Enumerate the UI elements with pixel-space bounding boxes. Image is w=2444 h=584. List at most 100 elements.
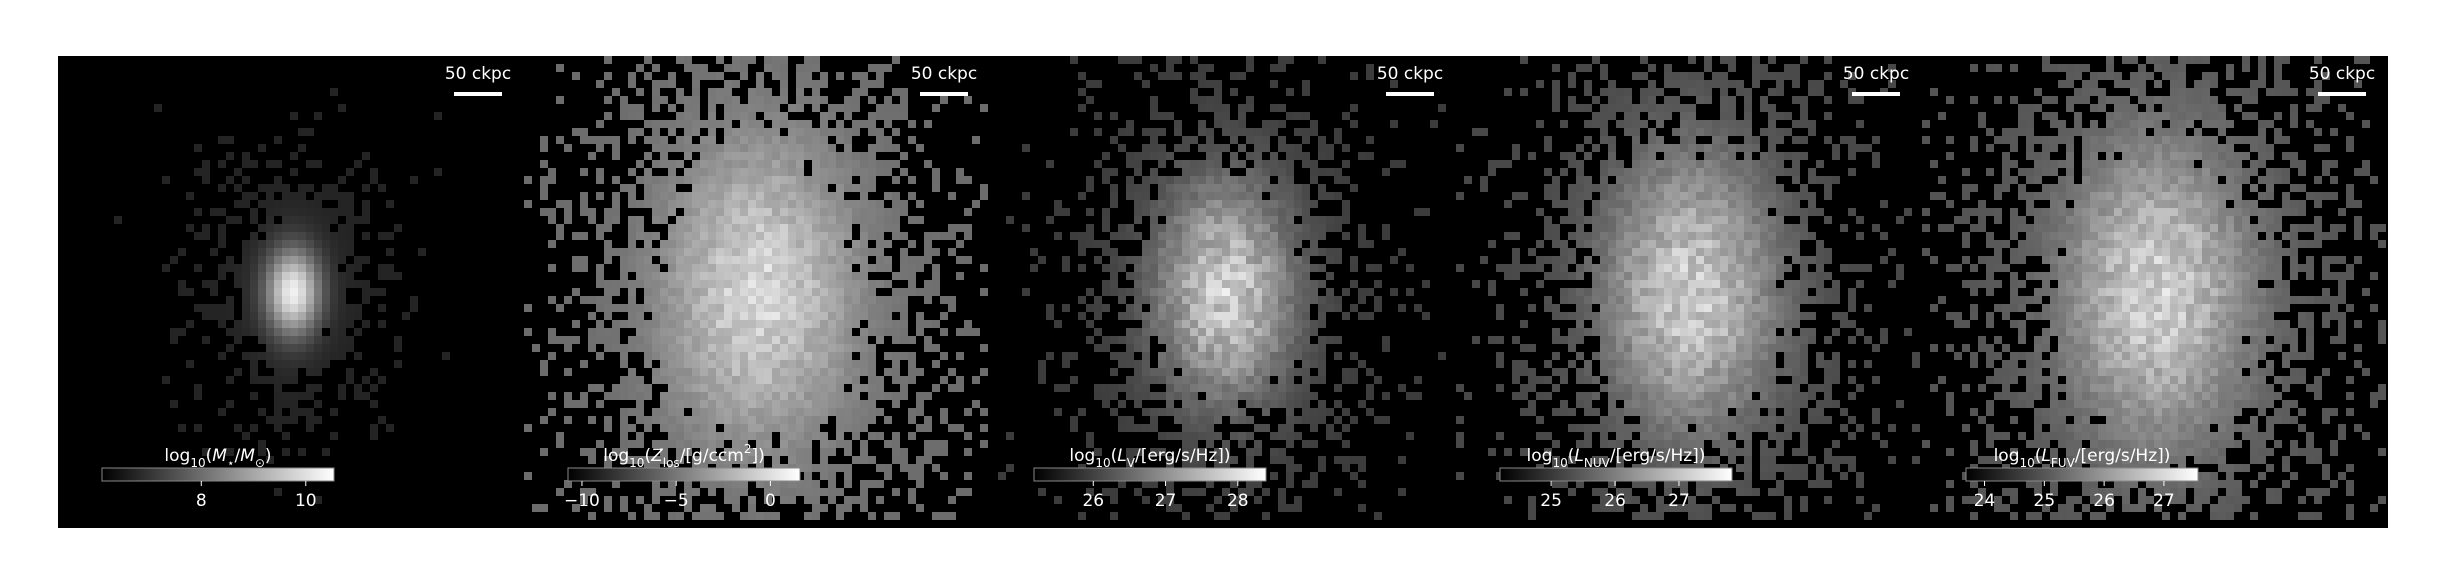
pixel xyxy=(796,392,804,400)
pixel xyxy=(1568,216,1576,224)
pixel xyxy=(1102,344,1110,352)
pixel xyxy=(170,328,178,336)
pixel xyxy=(916,464,924,472)
pixel xyxy=(1728,216,1736,224)
pixel xyxy=(1720,448,1728,456)
pixel xyxy=(876,248,884,256)
pixel xyxy=(1206,352,1214,360)
pixel xyxy=(1736,144,1744,152)
pixel xyxy=(1640,208,1648,216)
pixel xyxy=(1712,416,1720,424)
pixel xyxy=(1728,360,1736,368)
pixel xyxy=(1286,192,1294,200)
pixel xyxy=(1262,296,1270,304)
pixel xyxy=(1560,240,1568,248)
pixel xyxy=(1712,408,1720,416)
pixel xyxy=(980,368,988,376)
pixel xyxy=(410,176,418,184)
pixel xyxy=(290,304,298,312)
pixel xyxy=(1166,232,1174,240)
pixel xyxy=(852,424,860,432)
pixel xyxy=(1472,336,1480,344)
pixel xyxy=(604,456,612,464)
pixel xyxy=(1512,256,1520,264)
pixel xyxy=(1672,408,1680,416)
pixel xyxy=(1094,304,1102,312)
pixel xyxy=(740,248,748,256)
pixel xyxy=(1126,392,1134,400)
pixel xyxy=(892,448,900,456)
pixel xyxy=(692,312,700,320)
pixel xyxy=(652,184,660,192)
pixel xyxy=(1744,120,1752,128)
pixel xyxy=(1568,360,1576,368)
pixel xyxy=(1672,104,1680,112)
pixel xyxy=(740,176,748,184)
pixel xyxy=(692,328,700,336)
pixel xyxy=(588,328,596,336)
pixel xyxy=(1600,384,1608,392)
pixel xyxy=(1456,144,1464,152)
pixel xyxy=(700,504,708,512)
pixel xyxy=(876,480,884,488)
pixel xyxy=(1680,304,1688,312)
pixel xyxy=(1246,456,1254,464)
pixel xyxy=(740,408,748,416)
pixel xyxy=(1664,64,1672,72)
pixel xyxy=(1270,344,1278,352)
pixel xyxy=(1182,456,1190,464)
pixel xyxy=(1512,232,1520,240)
pixel xyxy=(1254,240,1262,248)
pixel xyxy=(724,368,732,376)
pixel xyxy=(1294,432,1302,440)
pixel xyxy=(274,176,282,184)
pixel xyxy=(1270,128,1278,136)
pixel xyxy=(282,448,290,456)
pixel xyxy=(644,352,652,360)
pixel xyxy=(1238,232,1246,240)
pixel xyxy=(932,264,940,272)
pixel xyxy=(1294,400,1302,408)
pixel xyxy=(1744,88,1752,96)
pixel xyxy=(1688,224,1696,232)
pixel xyxy=(772,72,780,80)
pixel xyxy=(924,256,932,264)
pixel xyxy=(804,72,812,80)
pixel xyxy=(1656,272,1664,280)
pixel xyxy=(708,168,716,176)
pixel xyxy=(628,304,636,312)
pixel xyxy=(1246,184,1254,192)
pixel xyxy=(322,320,330,328)
pixel xyxy=(1736,416,1744,424)
pixel xyxy=(1720,88,1728,96)
pixel xyxy=(964,208,972,216)
pixel xyxy=(876,392,884,400)
pixel xyxy=(1214,184,1222,192)
pixel xyxy=(1286,232,1294,240)
pixel xyxy=(756,104,764,112)
pixel xyxy=(636,280,644,288)
pixel xyxy=(676,336,684,344)
pixel xyxy=(282,320,290,328)
pixel xyxy=(892,304,900,312)
pixel xyxy=(852,128,860,136)
pixel xyxy=(194,264,202,272)
pixel xyxy=(1760,360,1768,368)
pixel xyxy=(1656,384,1664,392)
pixel xyxy=(804,272,812,280)
pixel xyxy=(884,392,892,400)
pixel xyxy=(1302,216,1310,224)
pixel xyxy=(1102,392,1110,400)
pixel xyxy=(628,256,636,264)
pixel xyxy=(1584,440,1592,448)
pixel xyxy=(852,392,860,400)
pixel xyxy=(1006,464,1014,472)
pixel xyxy=(644,136,652,144)
pixel xyxy=(1592,376,1600,384)
pixel xyxy=(1318,232,1326,240)
pixel xyxy=(338,352,346,360)
pixel xyxy=(1608,352,1616,360)
pixel xyxy=(1640,248,1648,256)
pixel xyxy=(1150,392,1158,400)
pixel xyxy=(330,280,338,288)
